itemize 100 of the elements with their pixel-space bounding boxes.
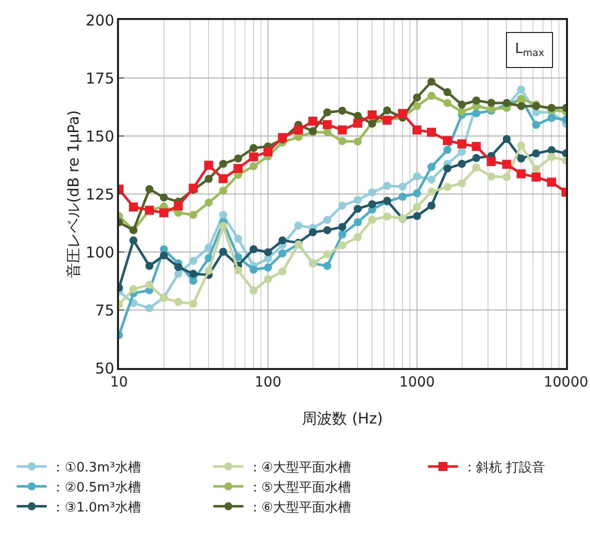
point	[160, 251, 168, 260]
point	[264, 264, 272, 272]
point	[353, 118, 362, 128]
point	[443, 99, 452, 108]
point	[427, 202, 436, 210]
point	[427, 162, 436, 171]
point	[487, 98, 496, 107]
point	[354, 196, 362, 204]
point	[383, 212, 392, 220]
point	[532, 172, 541, 182]
point	[517, 86, 526, 94]
x-tick-label: 100	[254, 374, 282, 391]
point	[250, 144, 258, 152]
point	[458, 179, 466, 188]
point	[278, 236, 286, 244]
point	[502, 160, 512, 169]
point	[547, 178, 556, 187]
point	[426, 128, 436, 137]
point	[532, 149, 540, 158]
point	[532, 120, 540, 129]
point	[548, 152, 556, 161]
legend-label: ：⑤大型平面水槽	[248, 480, 352, 496]
point	[204, 160, 214, 170]
point	[427, 176, 436, 184]
y-tick-label: 200	[86, 11, 114, 30]
y-tick-label: 100	[86, 243, 114, 262]
point	[323, 226, 332, 234]
point	[472, 154, 480, 162]
legend-label: ：⑥大型平面水槽	[248, 500, 352, 516]
point	[219, 222, 228, 230]
point	[234, 266, 242, 274]
point	[516, 169, 526, 178]
point	[294, 222, 302, 230]
point	[548, 146, 556, 154]
point	[398, 182, 407, 191]
y-tick-label: 175	[86, 69, 114, 88]
point	[338, 241, 346, 250]
point	[548, 114, 556, 122]
point	[412, 125, 422, 134]
point	[354, 204, 362, 213]
point	[383, 106, 392, 114]
point	[250, 162, 258, 170]
point	[413, 102, 421, 110]
point	[368, 110, 377, 120]
point	[234, 154, 242, 162]
y-tick-label: 125	[86, 185, 114, 204]
point	[129, 285, 138, 294]
point	[234, 164, 243, 173]
point	[442, 136, 452, 146]
legend-label: ：斜杭 打設音	[462, 460, 546, 476]
point	[219, 186, 228, 195]
point	[218, 174, 228, 184]
point	[502, 135, 511, 144]
point	[145, 304, 154, 312]
point	[398, 192, 407, 201]
point	[264, 275, 272, 284]
point	[532, 165, 540, 174]
point	[234, 234, 242, 243]
point	[189, 256, 198, 265]
x-axis-title: 周波数 (Hz)	[302, 410, 383, 428]
point	[129, 236, 138, 244]
point	[486, 157, 496, 166]
point	[458, 100, 466, 109]
point	[338, 125, 347, 134]
point	[427, 92, 436, 100]
point	[219, 160, 228, 168]
point	[264, 248, 272, 256]
point	[443, 183, 452, 192]
point	[174, 298, 182, 306]
point	[323, 250, 332, 258]
point	[204, 198, 213, 207]
point	[517, 102, 526, 110]
legend-label: ：①0.3m³水槽	[52, 460, 141, 476]
point	[250, 286, 258, 295]
point	[398, 109, 408, 118]
point	[160, 193, 168, 202]
point	[354, 233, 362, 242]
point	[308, 116, 318, 126]
annotation: L$_{max}$	[515, 41, 544, 59]
point	[294, 125, 303, 134]
point	[308, 228, 317, 236]
point	[145, 280, 154, 289]
point	[250, 266, 258, 274]
point	[264, 147, 272, 156]
point	[189, 300, 198, 308]
point	[413, 202, 421, 211]
point	[368, 216, 376, 224]
point	[487, 172, 496, 180]
point	[338, 137, 346, 146]
point	[427, 188, 436, 196]
point	[322, 120, 332, 130]
point	[443, 146, 452, 154]
point	[413, 93, 421, 102]
point	[427, 78, 436, 86]
point	[458, 160, 466, 168]
point	[413, 172, 421, 180]
point	[189, 276, 198, 285]
point	[472, 142, 481, 151]
point	[189, 270, 198, 278]
point	[250, 245, 258, 254]
